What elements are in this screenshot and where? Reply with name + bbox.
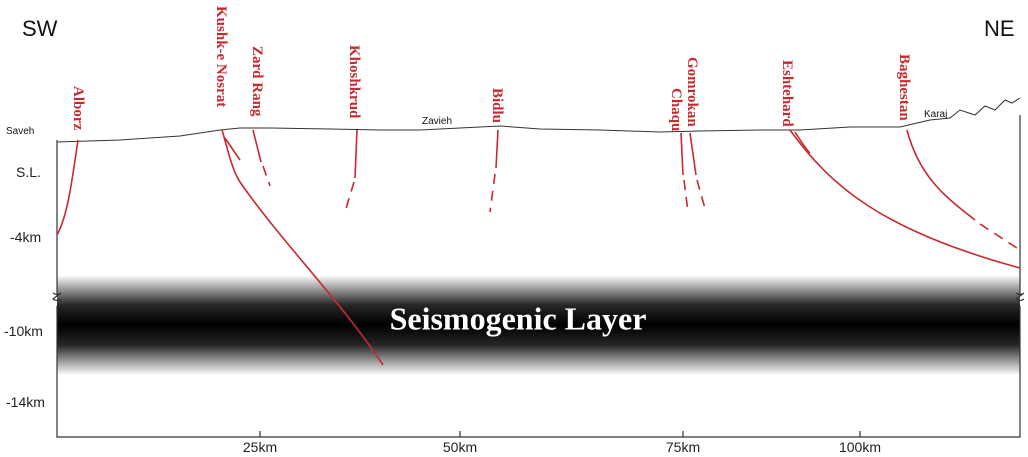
town-label: Karaj [924, 109, 947, 120]
fault-label: Chaqu [668, 88, 684, 131]
fault-label: Baghestan [896, 54, 912, 121]
depth-label: -10km [4, 323, 43, 339]
town-label: Zavieh [422, 116, 452, 127]
fault-label: Eshtehard [779, 60, 795, 127]
distance-label: 75km [666, 439, 700, 455]
fault-label: Alborz [70, 86, 86, 131]
direction-right: NE [984, 16, 1015, 41]
fault-label: Khoshkrud [346, 45, 362, 119]
fault-label: Bidlu [489, 88, 505, 123]
fault-label: Gomrokan [684, 57, 700, 127]
fault-label: Kushk-e Nosrat [213, 6, 229, 107]
depth-label: S.L. [16, 164, 41, 180]
distance-label: 25km [243, 439, 277, 455]
distance-label: 50km [443, 439, 477, 455]
distance-label: 100km [839, 439, 881, 455]
depth-label: -14km [6, 394, 45, 410]
town-label: Saveh [6, 126, 34, 137]
depth-label: -4km [10, 229, 41, 245]
direction-left: SW [22, 16, 58, 41]
layer-label: Seismogenic Layer [390, 300, 647, 336]
topography [57, 98, 1020, 142]
cross-section: Seismogenic Layer SW NE S.L. -4km -10km … [0, 0, 1028, 457]
tick-marks [260, 431, 860, 437]
fault-label: Zard Rang [249, 46, 265, 117]
